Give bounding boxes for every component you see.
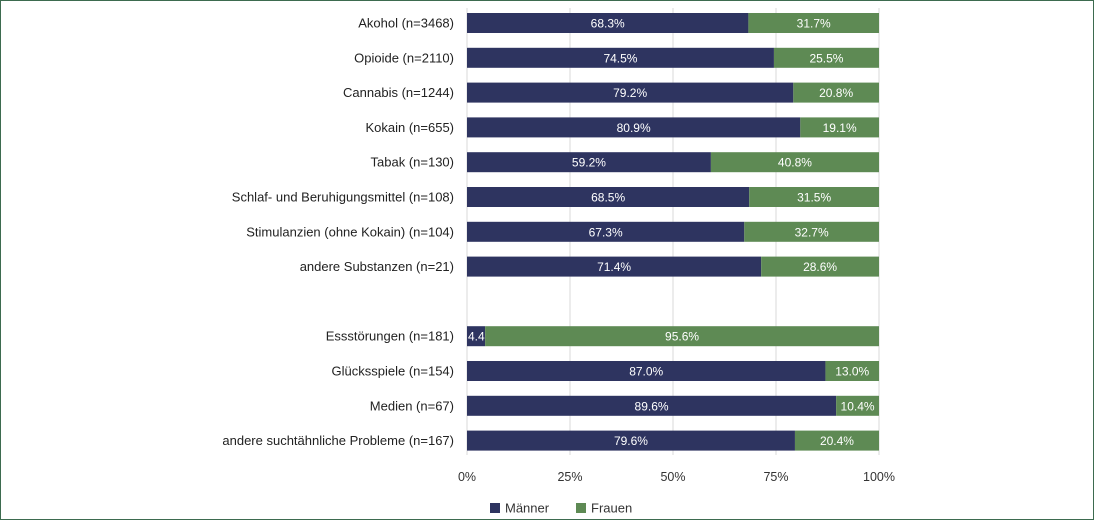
category-label: Essstörungen (n=181) [326, 329, 454, 344]
data-label: 20.4% [820, 434, 854, 448]
category-labels: Akohol (n=3468) Opioide (n=2110) Cannabis … [222, 16, 454, 449]
x-tick-label: 50% [660, 470, 685, 484]
x-tick-label: 25% [557, 470, 582, 484]
data-label: 79.2% [613, 86, 647, 100]
bar-segment-maenner [467, 152, 711, 173]
x-axis-ticks: 0% 25% 50% 75% 100% [458, 470, 895, 484]
bar-segment-maenner [467, 326, 486, 347]
category-label: Akohol (n=3468) [358, 16, 454, 31]
data-label: 32.7% [795, 225, 829, 239]
bar-segment-maenner [467, 221, 745, 242]
data-label: 80.9% [617, 121, 651, 135]
category-label: Stimulanzien (ohne Kokain) (n=104) [246, 224, 454, 239]
data-label: 68.3% [591, 17, 625, 31]
category-label: Kokain (n=655) [365, 120, 454, 135]
bar-segment-frauen [761, 256, 879, 277]
bar-segment-frauen [836, 395, 879, 416]
data-label: 95.6% [665, 330, 699, 344]
data-label: 79.6% [614, 434, 648, 448]
legend-label: Männer [505, 501, 550, 516]
data-label: 25.5% [809, 51, 843, 65]
bar-segment-maenner [467, 117, 801, 138]
data-label: 20.8% [819, 86, 853, 100]
category-label: andere suchtähnliche Probleme (n=167) [222, 433, 454, 448]
bar-segment-maenner [467, 256, 762, 277]
category-label: andere Substanzen (n=21) [300, 259, 454, 274]
category-label: Glücksspiele (n=154) [332, 364, 454, 379]
data-label: 13.0% [835, 365, 869, 379]
bars-layer: 68.3% 31.7% 74.5% 25.5% 79.2% 20.8% 80.9% 19.1%… [467, 13, 879, 451]
data-label: 68.5% [591, 191, 625, 205]
bar-segment-frauen [773, 47, 879, 68]
bar-segment-frauen [800, 117, 879, 138]
data-label: 31.5% [797, 191, 831, 205]
bar-segment-frauen [825, 361, 879, 381]
data-label: 71.4% [597, 260, 631, 274]
bar-segment-maenner [467, 82, 794, 103]
category-label: Cannabis (n=1244) [343, 85, 454, 100]
data-label: 10.4% [841, 399, 875, 413]
legend-swatch [490, 503, 500, 513]
data-label: 40.8% [778, 156, 812, 170]
data-label: 87.0% [629, 365, 663, 379]
data-label: 89.6% [635, 399, 669, 413]
bar-segment-frauen [749, 187, 879, 207]
x-tick-label: 0% [458, 470, 476, 484]
data-label: 28.6% [803, 260, 837, 274]
bar-segment-frauen [744, 221, 879, 242]
bar-segment-frauen [748, 13, 879, 33]
bar-segment-frauen [794, 430, 879, 451]
data-label: 19.1% [823, 121, 857, 135]
legend-swatch [576, 503, 586, 513]
category-label: Tabak (n=130) [371, 155, 454, 170]
bar-segment-maenner [467, 13, 749, 33]
bar-segment-frauen [485, 326, 879, 347]
legend-label: Frauen [591, 501, 632, 516]
data-label: 31.7% [797, 17, 831, 31]
bar-segment-frauen [793, 82, 879, 103]
data-label: 67.3% [589, 225, 623, 239]
bar-segment-maenner [467, 47, 774, 68]
x-tick-label: 75% [763, 470, 788, 484]
data-label: 59.2% [572, 156, 606, 170]
category-label: Schlaf- und Beruhigungsmittel (n=108) [232, 190, 454, 205]
bar-segment-maenner [467, 361, 826, 381]
bar-segment-maenner [467, 395, 837, 416]
legend: Männer Frauen [490, 501, 632, 516]
category-label: Opioide (n=2110) [354, 50, 454, 65]
bar-segment-maenner [467, 430, 795, 451]
data-label: 74.5% [603, 51, 637, 65]
bar-segment-maenner [467, 187, 750, 207]
category-label: Medien (n=67) [370, 398, 454, 413]
bar-segment-frauen [710, 152, 879, 173]
x-tick-label: 100% [863, 470, 895, 484]
